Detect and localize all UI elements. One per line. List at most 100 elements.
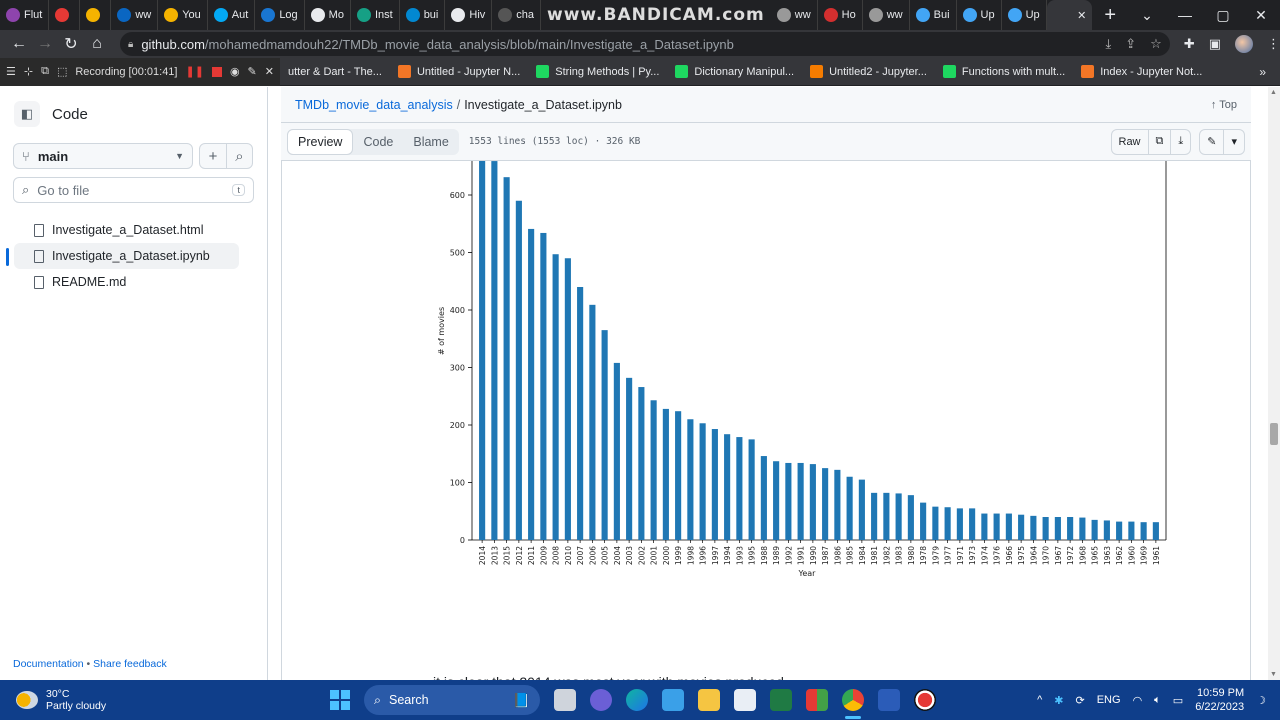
download-icon[interactable]: ⤓ <box>1170 129 1190 154</box>
browser-tab[interactable]: Flut <box>0 0 50 30</box>
go-to-file-input[interactable]: ⌕ Go to file t <box>13 177 254 203</box>
browser-tab[interactable]: Mo <box>305 0 351 30</box>
bookmark-item[interactable]: utter & Dart - The... <box>287 65 382 78</box>
weather-widget[interactable]: 30°C Partly cloudy <box>0 688 330 712</box>
chrome-menu-icon[interactable]: ⋮ <box>1267 36 1280 51</box>
pencil-icon[interactable]: ✎ <box>247 66 257 78</box>
wifi-icon[interactable]: ◠ <box>1132 694 1143 707</box>
browser-tab[interactable]: Ho <box>818 0 863 30</box>
maximize-button[interactable]: ▢ <box>1216 6 1230 23</box>
tab-search-icon[interactable]: ⌄ <box>1141 6 1153 23</box>
browser-tab[interactable] <box>80 0 112 30</box>
home-button[interactable]: ⌂ <box>92 35 102 52</box>
bookmark-item[interactable]: Untitled - Jupyter N... <box>390 65 528 78</box>
forward-button[interactable]: → <box>37 35 53 52</box>
battery-icon[interactable]: ▭ <box>1172 694 1184 707</box>
search-code-button[interactable]: ⌕ <box>226 144 252 168</box>
new-tab-button[interactable]: + <box>1104 3 1116 26</box>
pause-icon[interactable]: ❚❚ <box>185 66 204 78</box>
install-app-icon[interactable]: ⤓ <box>1105 36 1112 51</box>
back-button[interactable]: ← <box>11 35 27 52</box>
file-tree-item[interactable]: README.md <box>14 269 239 295</box>
taskbar-search[interactable]: ⌕ Search 📘 <box>364 685 540 715</box>
start-button[interactable] <box>330 690 350 710</box>
browser-tab[interactable]: Up <box>957 0 1002 30</box>
rect-select-icon[interactable]: ⬚ <box>56 66 68 78</box>
page-scrollbar[interactable]: ▲ ▼ <box>1268 87 1280 680</box>
edit-pencil-icon[interactable]: ✎ <box>1207 136 1217 148</box>
close-tab-icon[interactable]: ✕ <box>1077 9 1087 22</box>
bookmark-item[interactable]: String Methods | Py... <box>528 65 667 78</box>
app-grid-icon[interactable] <box>806 689 828 711</box>
bookmark-star-icon[interactable]: ☆ <box>1150 36 1162 51</box>
clock[interactable]: 10:59 PM 6/22/2023 <box>1195 687 1245 713</box>
mail-icon[interactable] <box>662 689 684 711</box>
browser-tab[interactable]: cha <box>492 0 542 30</box>
browser-tab[interactable]: ww <box>863 0 910 30</box>
share-icon[interactable]: ⇪ <box>1125 36 1137 51</box>
bookmark-item[interactable]: Dictionary Manipul... <box>667 65 802 78</box>
notifications-icon[interactable]: ☽ <box>1256 694 1266 707</box>
x-tick-label: 1998 <box>686 546 695 565</box>
teams-chat-icon[interactable] <box>590 689 612 711</box>
browser-tab[interactable]: ww <box>771 0 818 30</box>
scrollbar-thumb[interactable] <box>1270 423 1278 445</box>
side-panel-icon[interactable]: ▣ <box>1208 36 1222 51</box>
screen-select-icon[interactable]: ⧉ <box>41 65 49 77</box>
bookmarks-overflow-button[interactable]: » <box>1259 64 1266 79</box>
microsoft-store-icon[interactable] <box>734 689 756 711</box>
extensions-puzzle-icon[interactable]: ✚ <box>1183 36 1195 51</box>
browser-tab[interactable]: Log <box>255 0 305 30</box>
word-icon[interactable] <box>878 689 900 711</box>
browser-tab[interactable]: You <box>158 0 208 30</box>
camera-icon[interactable]: ◉ <box>229 66 240 78</box>
file-tree-item[interactable]: Investigate_a_Dataset.html <box>14 217 239 243</box>
close-recorder-icon[interactable]: ✕ <box>264 66 274 78</box>
tab-blame[interactable]: Blame <box>413 134 449 149</box>
active-tab[interactable]: ✕ <box>1046 0 1093 30</box>
browser-tab[interactable]: bui <box>400 0 446 30</box>
chrome-icon[interactable] <box>842 689 864 719</box>
edge-icon[interactable] <box>626 689 648 711</box>
bandicam-icon[interactable] <box>914 689 936 711</box>
tab-preview[interactable]: Preview <box>287 128 354 155</box>
close-window-button[interactable]: ✕ <box>1255 6 1267 23</box>
browser-tab[interactable]: Bui <box>910 0 957 30</box>
documentation-link[interactable]: Documentation <box>13 658 84 670</box>
minimize-button[interactable]: — <box>1178 7 1192 23</box>
collapse-icon[interactable]: ⊹ <box>23 66 34 78</box>
browser-tab[interactable]: ww <box>111 0 159 30</box>
browser-tab[interactable]: Aut <box>208 0 256 30</box>
file-tree-item[interactable]: Investigate_a_Dataset.ipynb <box>6 243 239 269</box>
tab-code[interactable]: Code <box>363 134 394 149</box>
copy-raw-icon[interactable]: ⧉ <box>1147 129 1171 154</box>
add-file-button[interactable]: + <box>208 147 218 165</box>
scroll-top-button[interactable]: ↑ Top <box>1210 98 1237 111</box>
branch-selector[interactable]: ⑂ main ▼ <box>13 143 193 169</box>
excel-icon[interactable] <box>770 689 792 711</box>
stop-icon[interactable] <box>211 66 222 77</box>
bookmark-item[interactable]: Untitled2 - Jupyter... <box>802 65 935 78</box>
bluetooth-icon[interactable]: ✱ <box>1054 694 1064 707</box>
address-bar[interactable]: 🔒︎ github.com/mohamedmamdouh22/TMDb_movi… <box>120 32 1170 56</box>
browser-tab[interactable] <box>49 0 81 30</box>
bookmark-item[interactable]: Functions with mult... <box>935 65 1073 78</box>
language-indicator[interactable]: ENG <box>1096 694 1121 706</box>
edit-dropdown-icon[interactable]: ▾ <box>1223 129 1244 154</box>
menu-icon[interactable]: ☰ <box>6 66 16 78</box>
raw-button[interactable]: Raw <box>1118 135 1141 148</box>
bookmark-item[interactable]: Index - Jupyter Not... <box>1073 65 1210 78</box>
file-explorer-icon[interactable] <box>698 689 720 711</box>
browser-tab[interactable]: Inst <box>351 0 400 30</box>
task-view-icon[interactable] <box>554 689 576 711</box>
volume-icon[interactable]: 🔈︎ <box>1154 693 1161 706</box>
breadcrumb-repo-link[interactable]: TMDb_movie_data_analysis <box>295 97 453 112</box>
show-hidden-icons[interactable]: ^ <box>1037 694 1043 706</box>
collapse-sidebar-button[interactable]: ◧ <box>14 101 40 127</box>
sync-icon[interactable]: ⟳ <box>1075 694 1085 707</box>
reload-button[interactable]: ↻ <box>64 36 78 53</box>
share-feedback-link[interactable]: Share feedback <box>93 658 167 670</box>
profile-avatar[interactable] <box>1235 35 1254 53</box>
browser-tab[interactable]: Hiv <box>445 0 493 30</box>
browser-tab[interactable]: Up <box>1002 0 1047 30</box>
